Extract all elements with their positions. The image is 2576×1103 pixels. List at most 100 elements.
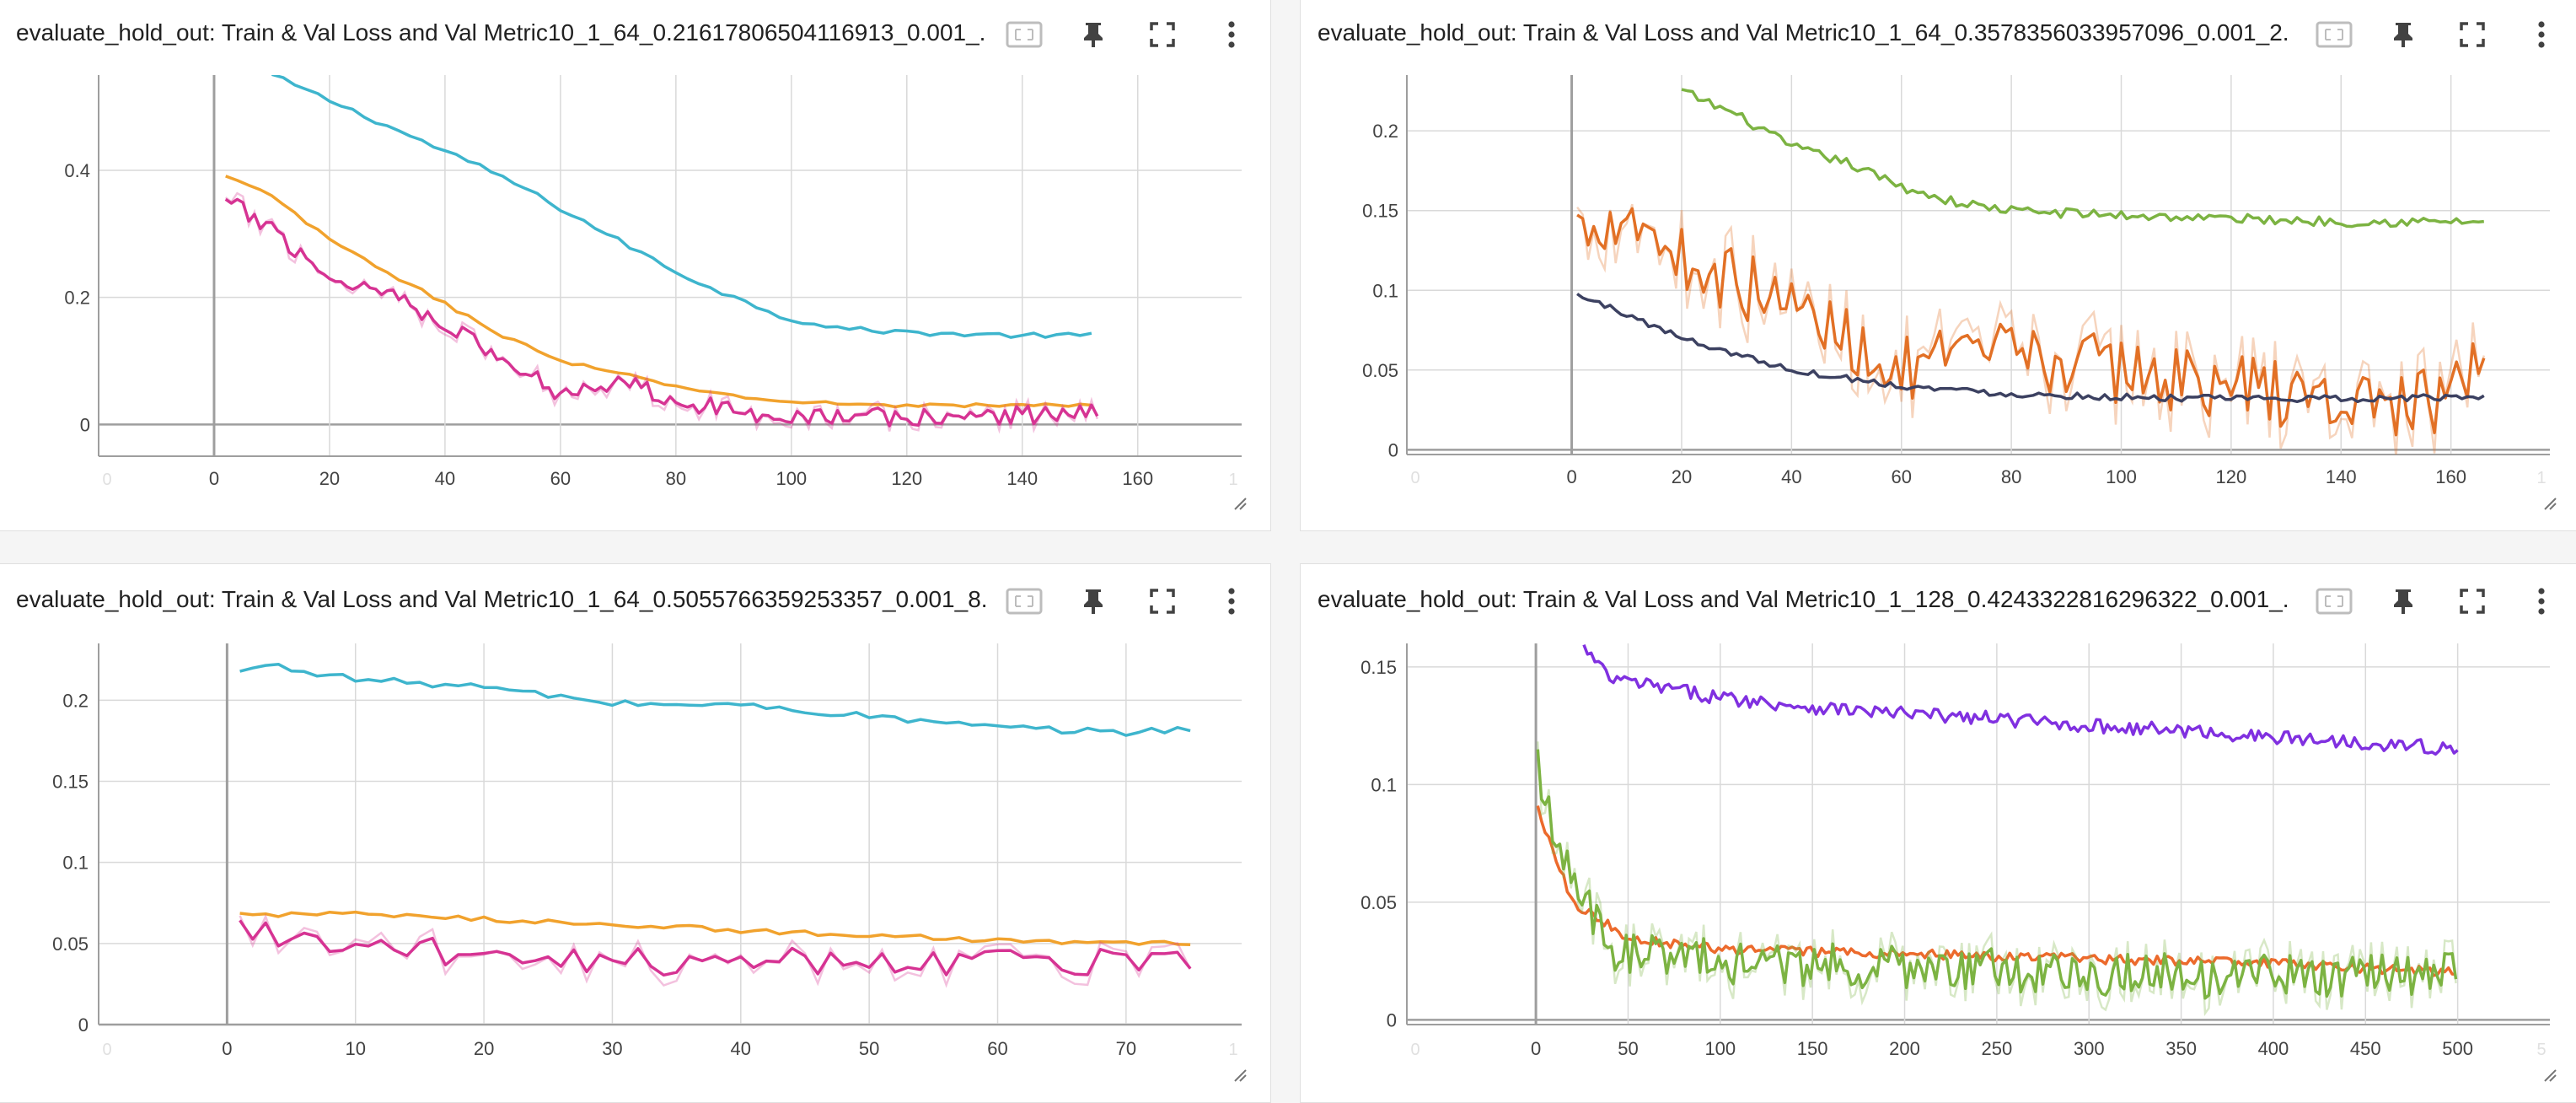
y-tick-label: 0.05	[1362, 360, 1398, 381]
fit-domain-button[interactable]	[2316, 16, 2353, 53]
x-tick-label: 160	[2435, 466, 2466, 487]
chart-card: evaluate_hold_out: Train & Val Loss and …	[1300, 563, 2576, 1103]
x-tick-label: 30	[602, 1038, 622, 1059]
y-tick-label: 0	[1388, 439, 1398, 460]
x-edge-label: 0	[1410, 469, 1419, 487]
y-tick-label: 0.4	[64, 160, 90, 181]
more-vert-icon	[2538, 588, 2545, 615]
card-header: evaluate_hold_out: Train & Val Loss and …	[1301, 0, 2576, 70]
x-tick-label: 100	[2106, 466, 2137, 487]
card-title: evaluate_hold_out: Train & Val Loss and …	[1318, 19, 2287, 46]
line-chart: 0 0.05 0.1 0.15 0.2 0 10 20 30 40 50 60 70 0 1	[52, 643, 1242, 1059]
line-chart: 00.050.10.150 50 100 150 200 250 300 350 400 450 5…	[1360, 643, 2550, 1059]
x-tick-label: 350	[2165, 1038, 2197, 1059]
resize-handle-icon[interactable]	[2543, 497, 2557, 510]
x-tick-label: 0	[1531, 1038, 1541, 1059]
x-tick-label: 20	[319, 468, 340, 489]
fullscreen-icon	[1150, 589, 1175, 614]
fullscreen-button[interactable]	[2454, 583, 2491, 620]
fit-domain-button[interactable]	[1006, 16, 1043, 53]
series-line	[1536, 749, 2458, 1000]
fit-domain-button[interactable]	[2316, 583, 2353, 620]
more-menu-button[interactable]	[2523, 16, 2560, 53]
series-raw-line	[1576, 203, 2486, 455]
series-line	[271, 75, 1092, 339]
y-tick-label: 0.1	[1371, 774, 1397, 795]
x-tick-label: 40	[1781, 466, 1801, 487]
series-group	[1576, 88, 2486, 455]
fullscreen-icon	[2460, 589, 2485, 614]
series-line	[225, 175, 1092, 409]
fit-domain-icon	[1006, 21, 1043, 48]
y-tick-label: 0.15	[1360, 657, 1397, 678]
x-edge-label: 1	[2536, 469, 2546, 487]
x-tick-label: 80	[2001, 466, 2021, 487]
x-tick-label: 100	[775, 468, 807, 489]
pin-icon	[2394, 23, 2412, 47]
x-edge-label: 0	[102, 1041, 111, 1059]
y-tick-label: 0.1	[62, 853, 89, 874]
x-tick-label: 450	[2350, 1038, 2381, 1059]
fit-domain-icon	[1006, 588, 1043, 615]
pin-icon	[2394, 589, 2412, 614]
chart-card: evaluate_hold_out: Train & Val Loss and …	[1300, 0, 2576, 531]
x-tick-label: 140	[1006, 468, 1038, 489]
pin-button[interactable]	[2385, 583, 2422, 620]
chart-card: evaluate_hold_out: Train & Val Loss and …	[0, 563, 1271, 1103]
x-tick-label: 60	[987, 1038, 1007, 1059]
x-tick-label: 400	[2258, 1038, 2289, 1059]
y-tick-label: 0.2	[1372, 121, 1398, 142]
x-tick-label: 140	[2326, 466, 2357, 487]
card-toolbar	[2316, 579, 2560, 623]
pin-button[interactable]	[1075, 16, 1112, 53]
line-chart: 0 0.2 0.4 0 20 40 60 80 100 120 140 160 0 1	[64, 75, 1242, 489]
pin-icon	[1084, 589, 1103, 614]
pin-button[interactable]	[2385, 16, 2422, 53]
x-tick-label: 40	[435, 468, 455, 489]
resize-handle-icon[interactable]	[1233, 1068, 1247, 1082]
more-vert-icon	[1228, 588, 1235, 615]
y-tick-label: 0.15	[52, 771, 89, 792]
more-menu-button[interactable]	[2523, 583, 2560, 620]
more-vert-icon	[2538, 21, 2545, 48]
card-title: evaluate_hold_out: Train & Val Loss and …	[1318, 586, 2287, 612]
x-tick-label: 250	[1982, 1038, 2013, 1059]
series-line	[239, 919, 1192, 977]
more-vert-icon	[1228, 21, 1235, 48]
card-toolbar	[1006, 13, 1250, 56]
x-tick-label: 200	[1889, 1038, 1920, 1059]
x-tick-label: 500	[2442, 1038, 2473, 1059]
fullscreen-button[interactable]	[2454, 16, 2491, 53]
x-tick-label: 0	[1566, 466, 1576, 487]
y-tick-label: 0.1	[1372, 280, 1398, 301]
fit-domain-button[interactable]	[1006, 583, 1043, 620]
x-edge-label: 1	[1228, 471, 1237, 489]
more-menu-button[interactable]	[1213, 583, 1250, 620]
more-menu-button[interactable]	[1213, 16, 1250, 53]
y-tick-label: 0.05	[52, 934, 89, 955]
resize-handle-icon[interactable]	[1233, 497, 1247, 510]
fullscreen-button[interactable]	[1144, 16, 1181, 53]
x-tick-label: 150	[1797, 1038, 1828, 1059]
x-tick-label: 70	[1116, 1038, 1136, 1059]
card-title: evaluate_hold_out: Train & Val Loss and …	[16, 19, 985, 46]
fullscreen-button[interactable]	[1144, 583, 1181, 620]
y-tick-label: 0.15	[1362, 201, 1398, 222]
series-line	[1681, 88, 2484, 229]
resize-handle-icon[interactable]	[2543, 1068, 2557, 1082]
x-tick-label: 300	[2074, 1038, 2105, 1059]
y-tick-label: 0	[78, 1014, 89, 1036]
x-tick-label: 50	[859, 1038, 879, 1059]
x-tick-label: 20	[474, 1038, 494, 1059]
line-chart: 0 0.05 0.1 0.15 0.2 0 20 40 60 80 100 120 140 160 0 1	[1362, 75, 2550, 487]
y-tick-label: 0	[80, 414, 90, 435]
fit-domain-icon	[2316, 588, 2353, 615]
chart-card: evaluate_hold_out: Train & Val Loss and …	[0, 0, 1271, 531]
y-tick-label: 0	[1387, 1009, 1397, 1030]
x-tick-label: 100	[1704, 1038, 1736, 1059]
x-tick-label: 0	[209, 468, 219, 489]
pin-button[interactable]	[1075, 583, 1112, 620]
series-raw-line	[239, 913, 1192, 988]
fullscreen-icon	[2460, 22, 2485, 47]
